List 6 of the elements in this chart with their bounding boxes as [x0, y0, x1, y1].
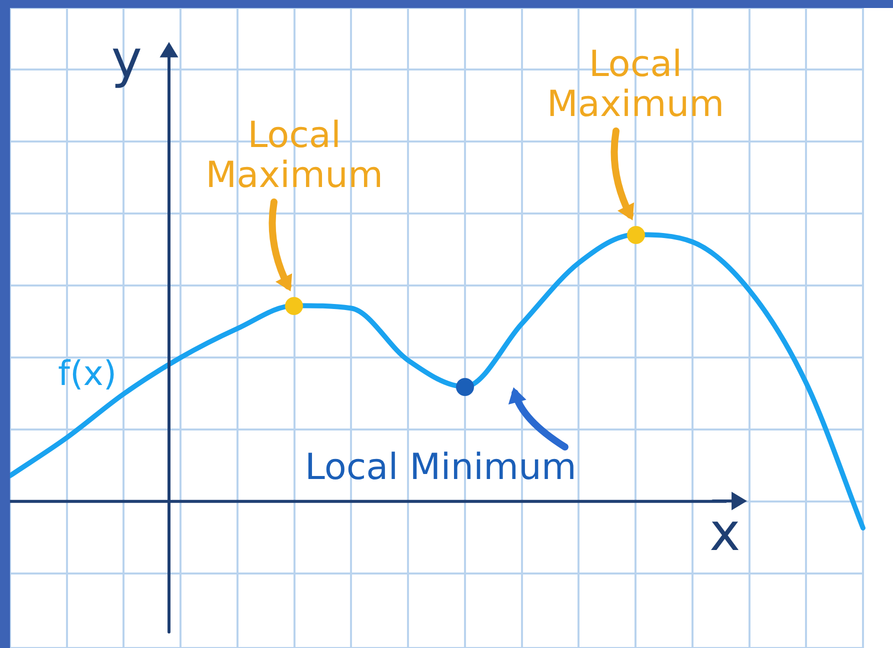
series-label: f(x): [58, 354, 117, 394]
text: Local Maximum: [546, 44, 726, 125]
annotation: Local Minimum: [304, 446, 577, 488]
text: Local Maximum: [204, 114, 384, 196]
y-axis-title: y: [111, 30, 142, 90]
x-axis-title: x: [709, 503, 740, 564]
